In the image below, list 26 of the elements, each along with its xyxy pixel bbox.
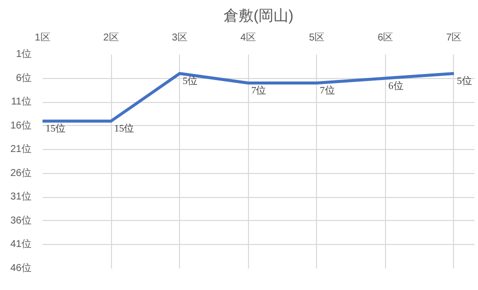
data-label: 7位 xyxy=(251,84,266,97)
x-tick-label: 7区 xyxy=(446,32,462,44)
x-tick-label: 4区 xyxy=(240,32,256,44)
chart-title: 倉敷(岡山) xyxy=(224,8,294,24)
y-tick-label: 1位 xyxy=(16,48,32,60)
y-tick-label: 26位 xyxy=(10,166,32,179)
line-series xyxy=(42,72,456,123)
y-tick-label: 6位 xyxy=(16,72,32,84)
data-label: 7位 xyxy=(320,84,335,97)
y-tick-label: 21位 xyxy=(10,143,32,156)
data-label: 5位 xyxy=(456,75,472,88)
x-tick-label: 6区 xyxy=(378,32,394,44)
y-tick-label: 16位 xyxy=(10,119,32,132)
y-tick-label: 31位 xyxy=(10,190,32,203)
data-label: 5位 xyxy=(182,75,198,88)
y-tick-label: 36位 xyxy=(10,214,32,226)
x-tick-label: 1区 xyxy=(34,32,50,44)
data-label: 15位 xyxy=(114,122,134,135)
x-tick-label: 3区 xyxy=(172,32,188,44)
x-tick-label: 5区 xyxy=(309,32,325,44)
data-label: 15位 xyxy=(46,122,66,135)
y-tick-label: 11位 xyxy=(11,96,32,108)
data-label: 6位 xyxy=(388,80,404,92)
y-tick-label: 41位 xyxy=(10,238,32,250)
y-tick-label: 46位 xyxy=(10,262,32,274)
x-tick-label: 2区 xyxy=(103,32,119,44)
